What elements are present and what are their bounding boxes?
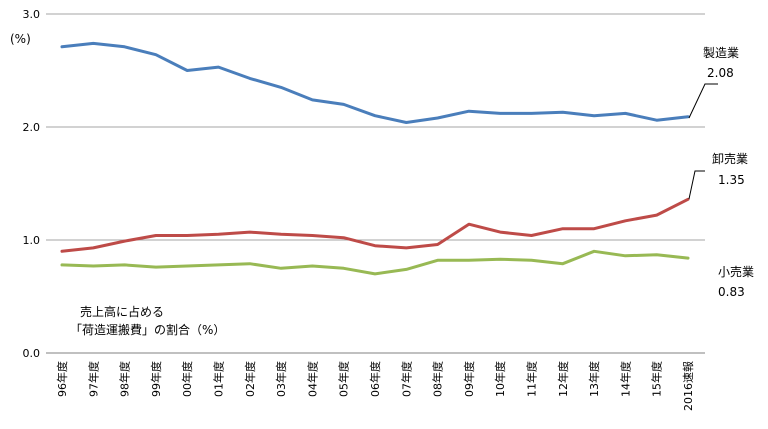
y-tick-label: 1.0 [23, 234, 41, 247]
x-tick-label: 06年度 [368, 361, 382, 397]
x-tick-label: 07年度 [399, 361, 413, 397]
y-tick-label: 2.0 [23, 121, 41, 134]
series-name-label-1: 製造業 [703, 46, 739, 60]
x-axis-ticks: 96年度 97年度 98年度 99年度 00年度 01年度 02年度 03年度 04年度 05年度… [55, 361, 695, 411]
leader-line-1 [688, 83, 718, 119]
x-tick-label: 10年度 [493, 361, 507, 397]
y-tick-label: 0.0 [23, 347, 41, 360]
series-value-label-2: 1.35 [718, 173, 745, 187]
series-line-2 [60, 197, 690, 253]
leader-line-2 [688, 170, 705, 200]
x-tick-label: 08年度 [431, 361, 445, 397]
series-end-labels: 製造業 2.08 卸売業 1.35 小売業 0.83 [688, 46, 754, 299]
series-value-label-3: 0.83 [718, 285, 745, 299]
chart-annotation: 売上高に占める 「荷造運搬費」の割合（%） [70, 304, 225, 337]
series-value-label-1: 2.08 [707, 66, 734, 80]
x-tick-label: 01年度 [212, 361, 226, 397]
x-tick-label: 02年度 [243, 361, 257, 397]
y-tick-label: 3.0 [23, 8, 41, 21]
y-axis-ticks: 0.0 1.0 2.0 3.0 [23, 8, 41, 360]
x-tick-label: 14年度 [618, 361, 632, 397]
x-tick-label: 98年度 [118, 361, 132, 397]
series-line-1 [60, 41, 690, 124]
x-tick-label: 2016速報 [682, 361, 695, 411]
x-tick-label: 03年度 [274, 361, 288, 397]
gridlines [46, 13, 705, 354]
annotation-line-2: 「荷造運搬費」の割合（%） [70, 322, 225, 337]
series-lines [60, 41, 690, 276]
x-tick-label: 99年度 [149, 361, 163, 397]
x-tick-label: 97年度 [86, 361, 100, 397]
x-tick-label: 15年度 [650, 361, 664, 397]
x-tick-label: 05年度 [337, 361, 351, 397]
y-axis-label: (%) [10, 32, 31, 46]
x-tick-label: 00年度 [180, 361, 194, 397]
x-tick-label: 04年度 [305, 361, 319, 397]
annotation-line-1: 売上高に占める [80, 304, 164, 319]
x-tick-label: 12年度 [556, 361, 570, 397]
series-name-label-2: 卸売業 [712, 151, 748, 166]
x-tick-label: 13年度 [587, 361, 601, 397]
series-name-label-3: 小売業 [718, 264, 754, 279]
series-line-3 [60, 249, 690, 276]
x-tick-label: 11年度 [525, 361, 539, 397]
x-tick-label: 96年度 [55, 361, 69, 397]
x-tick-label: 09年度 [462, 361, 476, 397]
